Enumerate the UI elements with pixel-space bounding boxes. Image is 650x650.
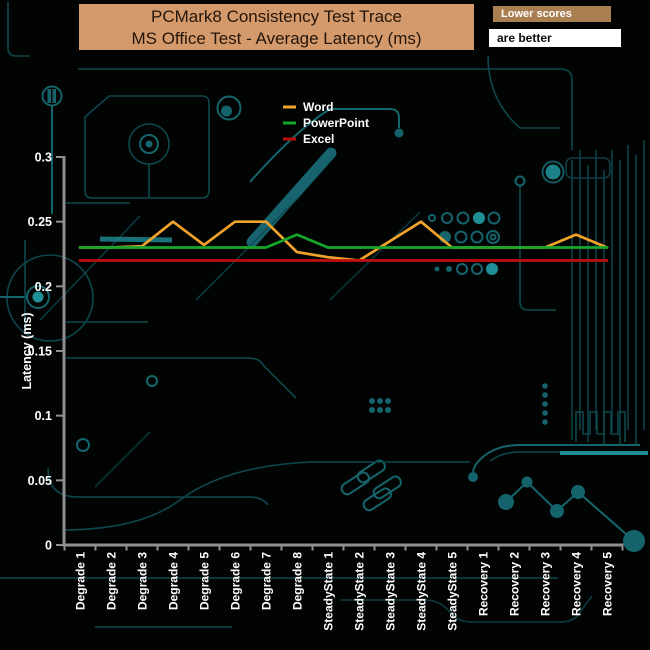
x-category-label: Recovery 5 [601, 552, 615, 616]
x-category-label: Degrade 4 [167, 552, 181, 610]
title-banner: PCMark8 Consistency Test Trace MS Office… [79, 4, 474, 50]
chart-legend: Word PowerPoint Excel [283, 100, 369, 146]
chart-axes [62, 156, 624, 547]
circuit-traces-right [541, 140, 645, 445]
x-category-label: Degrade 3 [136, 552, 150, 610]
chart-subtitle: MS Office Test - Average Latency (ms) [131, 29, 422, 48]
x-category-label: Degrade 5 [198, 552, 212, 610]
y-axis-title: Latency (ms) [20, 312, 34, 389]
circuit-traces-top [7, 2, 573, 321]
chart-labels: 0 0.05 0.1 0.15 0.2 0.25 0.3 Degrade 1 Degrade 2… [20, 151, 615, 631]
x-category-label: SteadyState 5 [446, 552, 460, 631]
x-category-label: Degrade 6 [229, 552, 243, 610]
circuit-traces-bottom [0, 411, 648, 628]
x-category-label: Recovery 3 [539, 552, 553, 616]
x-category-label: Degrade 7 [260, 552, 274, 610]
y-tick-label: 0.1 [35, 409, 52, 423]
lower-scores-badge: Lower scores [493, 6, 611, 22]
circuit-pad-grid [369, 175, 556, 425]
are-better-badge: are better [489, 29, 621, 47]
x-category-label: Recovery 1 [477, 552, 491, 616]
y-tick-label: 0.15 [28, 345, 52, 359]
x-category-label: Recovery 4 [570, 552, 584, 616]
circuit-traces-left [0, 240, 297, 399]
legend-label-excel: Excel [303, 132, 334, 146]
y-tick-label: 0.25 [28, 215, 52, 229]
y-tick-label: 0.3 [35, 151, 52, 165]
x-category-label: Degrade 8 [291, 552, 305, 610]
series-line-powerpoint [78, 233, 609, 249]
x-category-label: Degrade 1 [74, 552, 88, 610]
y-tick-label: 0.05 [28, 474, 52, 488]
chart-ticks [56, 156, 624, 551]
x-category-label: Recovery 2 [508, 552, 522, 616]
x-category-label: SteadyState 2 [353, 552, 367, 631]
x-category-label: Degrade 2 [105, 552, 119, 610]
x-category-label: SteadyState 3 [384, 552, 398, 631]
series-line-word [78, 220, 609, 262]
x-category-label: SteadyState 4 [415, 552, 429, 631]
chart-title: PCMark8 Consistency Test Trace [151, 7, 402, 26]
y-tick-label: 0 [45, 539, 52, 553]
y-tick-label: 0.2 [35, 280, 52, 294]
legend-label-powerpoint: PowerPoint [303, 116, 369, 130]
chart-series [78, 220, 609, 262]
legend-label-word: Word [303, 100, 333, 114]
x-category-label: SteadyState 1 [322, 552, 336, 631]
